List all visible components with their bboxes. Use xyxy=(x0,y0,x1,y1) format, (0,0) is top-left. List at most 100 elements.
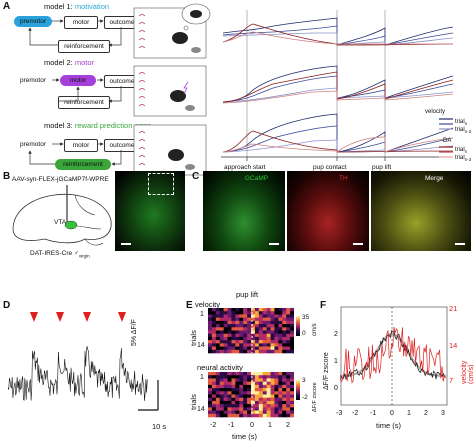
legend-da-trial-n-label: trial xyxy=(455,147,465,153)
heatmaps xyxy=(208,308,294,418)
f-xtick-2: 2 xyxy=(424,410,428,417)
legend-da-trial-n3-label: trial xyxy=(455,155,465,161)
ytick-top-1: 1 xyxy=(200,311,204,318)
f-ytick-2: 2 xyxy=(334,331,338,338)
vta-label: VTA xyxy=(54,219,67,226)
scale-x-label: 10 s xyxy=(152,422,167,431)
model-1-prefix: model 1: xyxy=(44,2,73,11)
model-1-name: motivation xyxy=(74,2,110,11)
cbar-bottom-max: 3 xyxy=(302,377,306,384)
f-trace-chart xyxy=(340,306,448,406)
cbar-bottom-min: -2 xyxy=(302,394,308,401)
model-3-name: reward prediction error xyxy=(74,121,151,130)
event-pup-contact: pup contact xyxy=(313,164,347,171)
f-ytick-0: 0 xyxy=(334,385,338,392)
cbar-bottom-unit: ΔF/F zscore xyxy=(312,382,318,412)
f-rtick-14: 14 xyxy=(449,341,458,350)
f-ylabel-left: ΔF/F zscore xyxy=(323,352,330,390)
legend-da-trial-n3-sub: n-3 xyxy=(464,157,472,163)
model-2-premotor-node: premotor xyxy=(19,77,46,84)
e-xtick-m1: -1 xyxy=(228,422,235,429)
f-xlabel: time (s) xyxy=(376,421,401,430)
legend-da-trial-n: trialn xyxy=(455,147,467,154)
f-ylabel-right: velocity (cm/s) xyxy=(461,360,474,384)
cbar-top-unit: cm/s xyxy=(312,323,318,336)
model-1-outcome-node: outcome xyxy=(104,16,140,29)
ytick-top-14: 14 xyxy=(197,342,205,349)
model-3-prefix: model 3: xyxy=(44,121,73,130)
cbar-top-min: 0 xyxy=(302,330,306,337)
panel-label-d: D xyxy=(3,300,11,311)
colorbar-velocity xyxy=(296,316,300,336)
model-2-title: model 2: motor xyxy=(44,58,94,67)
histology-th: TH xyxy=(287,171,369,251)
model-3-reinforcement-node: reinforcement xyxy=(55,159,111,170)
legend-velocity-trial-n-label: trial xyxy=(455,119,465,125)
f-xtick-m2: -2 xyxy=(352,410,359,417)
gcamp-label: GCaMP xyxy=(245,175,269,182)
legend-velocity-trial-n3-sub: n-3 xyxy=(464,129,472,135)
f-xtick-0: 0 xyxy=(390,410,394,417)
model-traces-chart xyxy=(221,10,454,161)
legend-velocity-trial-n3: trialn-3 xyxy=(455,127,471,134)
colorbar-activity xyxy=(296,380,300,400)
construct-label: AAV-syn-FLEX-jGCaMP7f-WPRE xyxy=(12,176,109,183)
f-xtick-m3: -3 xyxy=(336,410,343,417)
f-rtick-7: 7 xyxy=(449,376,454,385)
f-xtick-m1: -1 xyxy=(370,410,377,417)
velocity-label: velocity xyxy=(195,300,221,309)
legend-velocity-trial-n3-label: trial xyxy=(455,127,465,133)
ytick-bottom-14: 14 xyxy=(197,406,205,413)
panel-label-c: C xyxy=(192,171,200,182)
model-1-reinforcement-node: reinforcement xyxy=(58,40,110,53)
f-xtick-1: 1 xyxy=(407,410,411,417)
model-2-name: motor xyxy=(74,58,95,67)
legend-da-trial-n-sub: n xyxy=(464,149,468,155)
mouse-line-suffix: ♂ xyxy=(73,250,79,257)
legend-da-title: DA xyxy=(443,138,452,144)
panel-label-a: A xyxy=(3,1,11,12)
panel-label-b: B xyxy=(3,171,11,182)
model-3-premotor-node: premotor xyxy=(19,141,46,148)
histology-image-b xyxy=(115,171,185,251)
e-xtick-m2: -2 xyxy=(210,422,217,429)
legend-velocity-trial-n: trialn xyxy=(455,119,467,126)
e-xtick-2: 2 xyxy=(286,422,290,429)
model-2-motor-node: motor xyxy=(60,75,96,86)
e-xtick-1: 1 xyxy=(268,422,272,429)
model-1-title: model 1: motivation xyxy=(44,2,109,11)
model-1-premotor-node: premotor xyxy=(14,16,52,27)
panel-label-e: E xyxy=(186,300,193,311)
e-xtick-0: 0 xyxy=(250,422,254,429)
scale-y-label: 5% ΔF/F xyxy=(131,319,138,346)
f-xtick-3: 3 xyxy=(441,410,445,417)
pup-lift-title: pup lift xyxy=(236,290,259,299)
mouse-line-subscript: virgin xyxy=(78,253,90,259)
mouse-line-label: DAT-IRES-Cre ♂virgin xyxy=(30,250,90,258)
neural-activity-label: neural activity xyxy=(197,363,243,372)
model-1-motor-node: motor xyxy=(64,16,98,29)
legend-velocity-trial-n-sub: n xyxy=(464,121,468,127)
model-2-prefix: model 2: xyxy=(44,58,73,67)
histology-merge: Merge xyxy=(371,171,471,251)
model-diagrams-arrows xyxy=(28,3,211,176)
model-3-motor-node: motor xyxy=(64,139,98,152)
merge-label: Merge xyxy=(425,175,444,182)
panel-label-f: F xyxy=(320,300,327,311)
mouse-line-text: DAT-IRES-Cre xyxy=(30,250,73,257)
e-xlabel: time (s) xyxy=(232,432,257,441)
cbar-top-max: 35 xyxy=(302,314,310,321)
event-pup-lift: pup lift xyxy=(372,164,392,171)
model-3-title: model 3: reward prediction error xyxy=(44,121,150,130)
legend-da-trial-n3: trialn-3 xyxy=(455,155,471,162)
ytick-bottom-1: 1 xyxy=(200,374,204,381)
model-2-outcome-node: outcome xyxy=(104,75,140,88)
fluorescence-trace xyxy=(8,312,159,411)
f-ytick-1: 1 xyxy=(334,358,338,365)
event-approach-start: approach start xyxy=(224,164,266,171)
th-label: TH xyxy=(339,175,348,182)
brain-schematic xyxy=(12,185,112,246)
histology-gcamp: GCaMP xyxy=(203,171,285,251)
f-rtick-21: 21 xyxy=(449,304,458,313)
legend-velocity-title: velocity xyxy=(425,109,446,115)
